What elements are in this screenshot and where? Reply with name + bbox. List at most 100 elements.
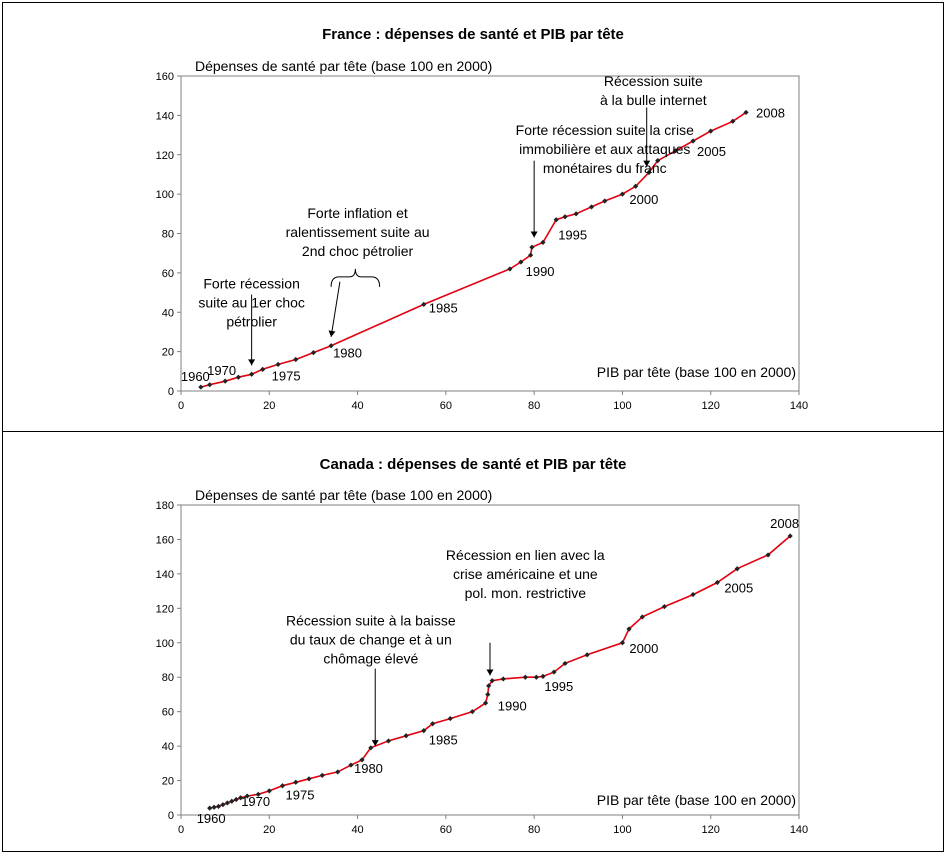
y-tick-label: 60 xyxy=(162,707,174,719)
annotation-arrow-head xyxy=(248,359,256,366)
data-point xyxy=(293,356,299,363)
x-tick-label: 140 xyxy=(790,400,808,412)
y-tick-label: 120 xyxy=(156,150,174,162)
data-point xyxy=(633,183,639,189)
year-label: 1975 xyxy=(272,368,301,383)
data-point xyxy=(690,591,696,598)
plot-area xyxy=(180,75,800,392)
y-tick-label: 140 xyxy=(156,569,174,581)
data-point xyxy=(447,715,453,722)
annotation-arrow-head xyxy=(328,330,336,337)
data-point xyxy=(602,198,608,204)
data-point xyxy=(275,361,281,368)
x-tick-label: 140 xyxy=(790,824,808,836)
data-point xyxy=(237,795,244,801)
year-label: 2005 xyxy=(697,144,726,159)
data-point xyxy=(310,350,317,356)
annotation-arrow-head xyxy=(486,669,494,676)
data-point xyxy=(482,700,489,706)
data-point xyxy=(430,721,436,727)
data-point xyxy=(708,128,714,134)
data-point xyxy=(421,728,427,734)
annotation-text: Récession en lien avec la xyxy=(446,547,605,563)
data-point xyxy=(690,138,696,144)
data-point xyxy=(540,239,546,245)
data-point xyxy=(279,783,286,789)
y-tick-label: 160 xyxy=(156,534,174,546)
x-axis-label: PIB par tête (base 100 en 2000) xyxy=(597,792,796,808)
year-label: 1975 xyxy=(286,788,315,803)
data-point xyxy=(233,796,239,803)
annotation-text: Récession suite xyxy=(604,73,703,89)
canada-chart-panel: Canada : dépenses de santé et PIB par tê… xyxy=(2,431,944,852)
x-tick-label: 40 xyxy=(351,824,363,836)
annotation-arrow-shaft xyxy=(330,281,341,337)
data-point xyxy=(714,579,720,586)
data-point xyxy=(528,252,534,258)
data-point xyxy=(229,798,235,804)
y-tick-label: 20 xyxy=(162,776,174,788)
annotation-text: Forte récession suite la crise xyxy=(516,122,694,138)
y-tick-label: 100 xyxy=(156,189,174,201)
data-point xyxy=(421,301,427,307)
data-point xyxy=(348,762,354,768)
annotation-text: chômage élevé xyxy=(323,651,418,667)
chart-title: Canada : dépenses de santé et PIB par tê… xyxy=(320,456,627,473)
data-point xyxy=(385,738,392,744)
data-point xyxy=(573,211,579,217)
data-point xyxy=(293,779,299,785)
x-tick-label: 60 xyxy=(440,824,452,836)
annotation-text: pol. mon. restrictive xyxy=(465,585,587,601)
y-tick-label: 80 xyxy=(162,229,174,241)
year-label: 1960 xyxy=(197,811,226,826)
data-point xyxy=(639,614,645,620)
data-point xyxy=(207,805,213,811)
data-point xyxy=(485,691,491,698)
annotation-text: ralentissement suite au xyxy=(286,224,430,240)
y-tick-label: 40 xyxy=(162,307,174,319)
x-tick-label: 120 xyxy=(702,400,720,412)
x-tick-label: 80 xyxy=(528,824,540,836)
data-point xyxy=(522,674,528,680)
annotation-text: suite au 1er choc xyxy=(198,295,305,311)
data-point xyxy=(486,683,492,689)
data-point xyxy=(730,118,736,124)
annotation-text: à la bulle internet xyxy=(600,92,707,108)
data-point xyxy=(661,604,667,610)
data-point xyxy=(562,660,568,667)
data-point xyxy=(743,109,749,116)
data-point xyxy=(584,652,590,658)
data-point xyxy=(518,259,524,265)
data-point xyxy=(529,244,535,250)
data-point xyxy=(500,676,506,682)
year-label: 1990 xyxy=(498,698,527,713)
data-point xyxy=(215,803,222,809)
data-point xyxy=(646,169,652,176)
data-point xyxy=(211,804,217,810)
annotation-arrow-head xyxy=(371,740,379,747)
annotation-text: Forte inflation et xyxy=(307,205,407,221)
series-line xyxy=(200,111,747,388)
year-label: 1995 xyxy=(544,679,573,694)
year-label: 1990 xyxy=(526,264,555,279)
data-point xyxy=(734,566,740,572)
data-point xyxy=(553,217,559,223)
x-tick-label: 100 xyxy=(613,824,631,836)
y-tick-label: 120 xyxy=(156,603,174,615)
data-point xyxy=(222,378,228,384)
y-tick-label: 140 xyxy=(156,110,174,122)
x-tick-label: 20 xyxy=(263,824,275,836)
data-point xyxy=(220,802,226,808)
year-label: 1985 xyxy=(429,733,458,748)
data-point xyxy=(244,793,250,799)
y-tick-label: 20 xyxy=(162,347,174,359)
data-point xyxy=(619,640,626,646)
data-point xyxy=(260,366,266,372)
data-point xyxy=(306,776,312,782)
data-point xyxy=(403,733,409,739)
data-point xyxy=(328,343,334,349)
x-tick-label: 20 xyxy=(263,400,275,412)
data-point xyxy=(507,266,513,272)
data-point xyxy=(787,533,793,539)
annotation-text: crise américaine et une xyxy=(453,566,598,582)
